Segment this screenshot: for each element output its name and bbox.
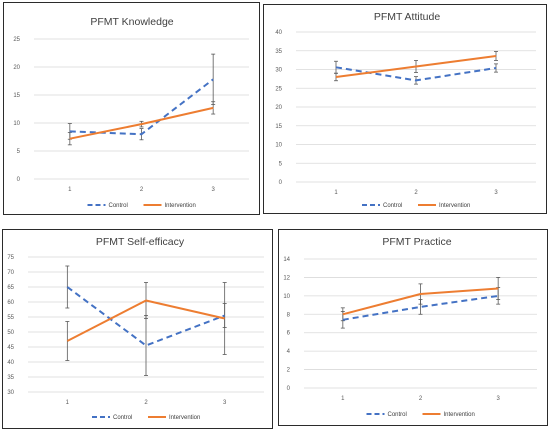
x-tick-label: 2 — [414, 190, 418, 196]
y-tick-label: 30 — [275, 68, 282, 74]
x-tick-label: 3 — [494, 190, 498, 196]
series-line-control — [335, 66, 497, 82]
x-tick-label: 2 — [140, 187, 144, 193]
chart-panel-attitude: PFMT Attitude 0 5 10 15 20 25 30 35 40 1 2 3 Control I… — [263, 4, 547, 214]
legend-label: Intervention — [169, 415, 200, 421]
y-tick-label: 55 — [7, 315, 14, 321]
y-tick-label: 60 — [7, 300, 14, 306]
y-tick-label: 35 — [275, 49, 282, 55]
y-tick-label: 0 — [279, 180, 283, 186]
y-tick-label: 2 — [287, 368, 291, 374]
chart-svg: PFMT Self-efficacy 30 35 40 45 50 55 60 65 70 75 1 2… — [7, 236, 264, 421]
y-tick-label: 12 — [283, 275, 290, 281]
series-line-intervention — [69, 106, 214, 140]
y-tick-label: 70 — [7, 270, 14, 276]
x-tick-label: 1 — [66, 400, 70, 406]
y-tick-label: 14 — [283, 257, 290, 263]
chart-title: PFMT Knowledge — [90, 16, 173, 28]
series-line-control — [342, 294, 499, 321]
series-line-control — [66, 286, 226, 347]
y-tick-label: 8 — [287, 312, 291, 318]
y-tick-label: 6 — [287, 331, 291, 337]
y-tick-label: 4 — [287, 349, 291, 355]
x-tick-label: 3 — [223, 400, 227, 406]
series-line-intervention — [342, 287, 499, 316]
series-line-control — [69, 78, 214, 136]
series-line-intervention — [66, 299, 225, 342]
legend-label: Intervention — [439, 203, 470, 209]
legend-label: Control — [109, 203, 128, 209]
y-tick-label: 0 — [287, 386, 291, 392]
legend-label: Control — [388, 412, 407, 418]
legend-label: Intervention — [165, 203, 196, 209]
y-tick-label: 50 — [7, 330, 14, 336]
x-tick-label: 1 — [68, 187, 72, 193]
chart-svg: PFMT Attitude 0 5 10 15 20 25 30 35 40 1 2 3 Control I… — [275, 11, 536, 209]
chart-panel-self-efficacy: PFMT Self-efficacy 30 35 40 45 50 55 60 65 70 75 1 2… — [2, 229, 273, 429]
legend-label: Control — [383, 203, 402, 209]
x-tick-label: 3 — [496, 396, 500, 402]
y-tick-label: 0 — [17, 177, 21, 183]
y-tick-label: 75 — [7, 255, 14, 261]
x-tick-label: 2 — [144, 400, 148, 406]
x-tick-label: 2 — [419, 396, 423, 402]
y-tick-label: 5 — [279, 161, 283, 167]
x-tick-label: 1 — [334, 190, 338, 196]
y-tick-label: 40 — [7, 360, 14, 366]
y-tick-label: 15 — [13, 93, 20, 99]
legend-label: Control — [113, 415, 132, 421]
y-tick-label: 40 — [275, 30, 282, 36]
chart-title: PFMT Self-efficacy — [96, 236, 185, 248]
series-line-intervention — [335, 55, 497, 78]
legend-label: Intervention — [444, 412, 475, 418]
chart-title: PFMT Practice — [382, 236, 451, 248]
y-tick-label: 45 — [7, 345, 14, 351]
y-tick-label: 20 — [275, 105, 282, 111]
x-tick-label: 1 — [341, 396, 345, 402]
y-tick-label: 10 — [283, 294, 290, 300]
y-tick-label: 65 — [7, 285, 14, 291]
y-tick-label: 5 — [17, 149, 21, 155]
chart-panel-knowledge: PFMT Knowledge 0 5 10 15 20 25 1 2 3 Control Interv… — [3, 2, 260, 215]
chart-svg: PFMT Knowledge 0 5 10 15 20 25 1 2 3 Control Interv… — [13, 16, 249, 209]
y-tick-label: 25 — [275, 86, 282, 92]
y-tick-label: 35 — [7, 375, 14, 381]
y-tick-label: 10 — [13, 121, 20, 127]
chart-title: PFMT Attitude — [374, 11, 440, 23]
y-tick-label: 25 — [13, 37, 20, 43]
y-tick-label: 10 — [275, 143, 282, 149]
chart-panel-practice: PFMT Practice 0 2 4 6 8 10 12 14 1 2 3 Control Interv… — [278, 229, 548, 426]
x-tick-label: 3 — [211, 187, 215, 193]
y-tick-label: 15 — [275, 124, 282, 130]
y-tick-label: 30 — [7, 390, 14, 396]
y-tick-label: 20 — [13, 65, 20, 71]
